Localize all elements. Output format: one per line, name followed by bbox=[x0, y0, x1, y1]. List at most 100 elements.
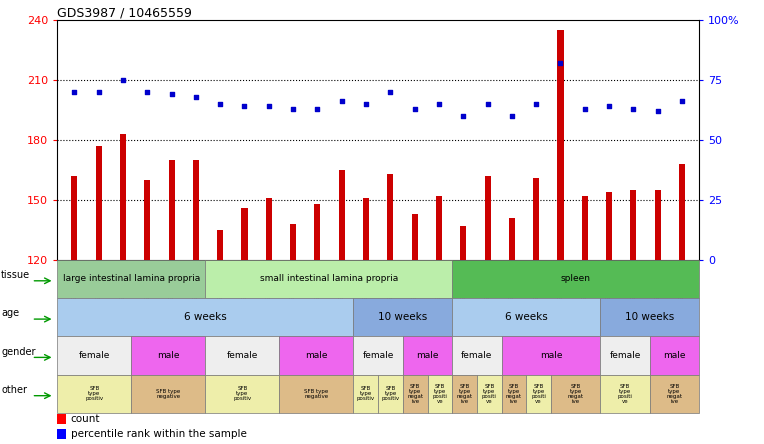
Text: male: male bbox=[416, 351, 439, 360]
Bar bbox=[460, 226, 466, 260]
Text: female: female bbox=[362, 351, 394, 360]
Point bbox=[238, 103, 251, 110]
Bar bbox=[452, 298, 601, 337]
Bar bbox=[428, 375, 452, 413]
Text: female: female bbox=[227, 351, 258, 360]
Text: 10 weeks: 10 weeks bbox=[378, 312, 428, 322]
Text: male: male bbox=[306, 351, 328, 360]
Bar bbox=[354, 375, 378, 413]
Text: small intestinal lamina propria: small intestinal lamina propria bbox=[260, 274, 398, 283]
Text: 10 weeks: 10 weeks bbox=[625, 312, 675, 322]
Bar bbox=[241, 208, 248, 260]
Bar bbox=[387, 174, 393, 260]
Point bbox=[141, 88, 154, 95]
Bar bbox=[280, 337, 354, 375]
Bar bbox=[57, 429, 66, 439]
Text: male: male bbox=[663, 351, 685, 360]
Bar bbox=[144, 180, 151, 260]
Text: GDS3987 / 10465559: GDS3987 / 10465559 bbox=[57, 6, 193, 19]
Bar bbox=[206, 337, 280, 375]
Point bbox=[481, 100, 494, 107]
Bar bbox=[551, 375, 601, 413]
Point bbox=[384, 88, 397, 95]
Bar bbox=[206, 260, 452, 298]
Bar bbox=[57, 415, 66, 424]
Point bbox=[652, 107, 664, 115]
Text: gender: gender bbox=[2, 347, 36, 357]
Point bbox=[457, 112, 469, 119]
Bar bbox=[57, 337, 131, 375]
Text: age: age bbox=[2, 308, 19, 318]
Point bbox=[603, 103, 615, 110]
Text: 6 weeks: 6 weeks bbox=[505, 312, 548, 322]
Bar bbox=[120, 134, 126, 260]
Bar bbox=[266, 198, 272, 260]
Bar bbox=[679, 164, 685, 260]
Text: SFB
type
positiv: SFB type positiv bbox=[86, 386, 103, 401]
Text: spleen: spleen bbox=[561, 274, 591, 283]
Text: large intestinal lamina propria: large intestinal lamina propria bbox=[63, 274, 200, 283]
Text: male: male bbox=[539, 351, 562, 360]
Text: female: female bbox=[461, 351, 493, 360]
Point bbox=[676, 98, 688, 105]
Point bbox=[166, 91, 178, 98]
Bar bbox=[452, 260, 699, 298]
Bar bbox=[502, 337, 601, 375]
Bar bbox=[96, 146, 102, 260]
Point bbox=[311, 105, 323, 112]
Bar bbox=[601, 375, 649, 413]
Bar bbox=[412, 214, 418, 260]
Bar bbox=[193, 160, 199, 260]
Text: SFB
type
positiv: SFB type positiv bbox=[233, 386, 251, 401]
Text: tissue: tissue bbox=[2, 270, 31, 280]
Bar bbox=[403, 375, 428, 413]
Bar bbox=[452, 337, 502, 375]
Point bbox=[555, 59, 567, 67]
Point bbox=[578, 105, 591, 112]
Text: SFB
type
negat
ive: SFB type negat ive bbox=[568, 384, 584, 404]
Bar bbox=[280, 375, 354, 413]
Bar bbox=[436, 196, 442, 260]
Bar bbox=[378, 375, 403, 413]
Point bbox=[409, 105, 421, 112]
Bar bbox=[649, 337, 699, 375]
Text: SFB
type
positiv: SFB type positiv bbox=[357, 386, 375, 401]
Point bbox=[263, 103, 275, 110]
Bar bbox=[452, 375, 477, 413]
Text: percentile rank within the sample: percentile rank within the sample bbox=[70, 429, 247, 439]
Bar bbox=[655, 190, 661, 260]
Point bbox=[214, 100, 226, 107]
Bar bbox=[338, 170, 345, 260]
Bar bbox=[502, 375, 526, 413]
Point bbox=[189, 93, 202, 100]
Point bbox=[335, 98, 348, 105]
Point bbox=[92, 88, 105, 95]
Text: SFB
type
negat
ive: SFB type negat ive bbox=[666, 384, 682, 404]
Bar bbox=[57, 260, 206, 298]
Bar bbox=[363, 198, 369, 260]
Text: count: count bbox=[70, 414, 100, 424]
Bar bbox=[71, 176, 77, 260]
Bar bbox=[131, 337, 206, 375]
Bar bbox=[314, 204, 320, 260]
Bar bbox=[131, 375, 206, 413]
Bar bbox=[354, 298, 452, 337]
Bar bbox=[533, 178, 539, 260]
Text: SFB type
negative: SFB type negative bbox=[157, 389, 180, 399]
Point bbox=[68, 88, 80, 95]
Bar bbox=[649, 375, 699, 413]
Bar bbox=[606, 192, 612, 260]
Text: SFB
type
positi
ve: SFB type positi ve bbox=[482, 384, 497, 404]
Point bbox=[117, 76, 129, 83]
Bar bbox=[169, 160, 175, 260]
Bar bbox=[290, 224, 296, 260]
Bar bbox=[477, 375, 502, 413]
Text: SFB
type
positi
ve: SFB type positi ve bbox=[617, 384, 633, 404]
Text: SFB
type
negat
ive: SFB type negat ive bbox=[407, 384, 423, 404]
Bar bbox=[630, 190, 636, 260]
Text: female: female bbox=[79, 351, 110, 360]
Point bbox=[433, 100, 445, 107]
Bar bbox=[601, 298, 699, 337]
Text: SFB
type
positi
ve: SFB type positi ve bbox=[531, 384, 546, 404]
Text: other: other bbox=[2, 385, 28, 395]
